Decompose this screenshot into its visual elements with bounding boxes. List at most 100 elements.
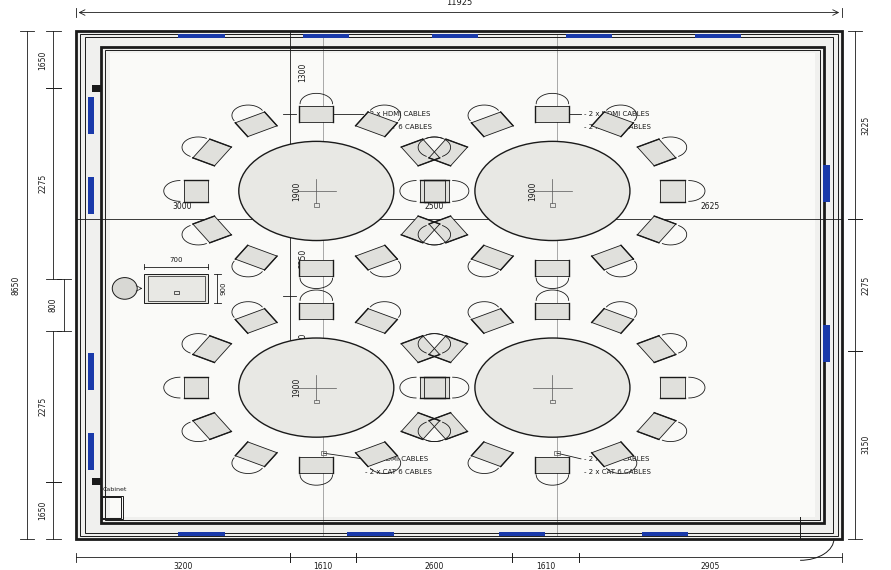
Text: 900: 900 <box>221 282 227 295</box>
Polygon shape <box>637 413 676 439</box>
Bar <box>110 53 815 517</box>
Text: 2600: 2600 <box>425 562 444 570</box>
Polygon shape <box>424 377 449 398</box>
Polygon shape <box>401 413 440 439</box>
Bar <box>642 532 688 536</box>
Text: 1610: 1610 <box>314 562 332 570</box>
Polygon shape <box>192 216 232 243</box>
Polygon shape <box>429 139 468 166</box>
Polygon shape <box>192 336 232 363</box>
Polygon shape <box>471 245 513 270</box>
Polygon shape <box>424 180 449 202</box>
Polygon shape <box>235 308 277 333</box>
Bar <box>76 31 842 539</box>
Text: 2905: 2905 <box>701 562 720 570</box>
Polygon shape <box>429 413 468 439</box>
Bar <box>695 34 741 38</box>
Polygon shape <box>592 245 634 270</box>
Text: 2275: 2275 <box>38 397 47 416</box>
Polygon shape <box>299 303 333 319</box>
Bar <box>178 34 225 38</box>
Text: - 2 xHDMI CABLES: - 2 xHDMI CABLES <box>365 456 429 462</box>
Bar <box>823 325 830 362</box>
Bar <box>432 34 478 38</box>
Polygon shape <box>401 139 440 166</box>
Polygon shape <box>420 377 445 398</box>
Bar <box>823 165 830 202</box>
Polygon shape <box>420 180 445 202</box>
Polygon shape <box>235 442 277 467</box>
Bar <box>314 203 319 207</box>
Text: 1650: 1650 <box>38 500 47 520</box>
Bar <box>80 34 838 536</box>
Ellipse shape <box>239 338 394 437</box>
Polygon shape <box>429 216 468 243</box>
Bar <box>105 50 820 520</box>
Text: Cabinet: Cabinet <box>102 487 127 492</box>
Bar <box>550 203 555 207</box>
Polygon shape <box>471 442 513 467</box>
Bar <box>303 34 349 38</box>
Polygon shape <box>184 180 208 202</box>
Text: 8650: 8650 <box>12 275 20 295</box>
Polygon shape <box>471 112 513 137</box>
Text: 2275: 2275 <box>38 174 47 193</box>
Polygon shape <box>299 106 333 122</box>
Text: - 2 x CAT 6 CABLES: - 2 x CAT 6 CABLES <box>584 124 650 130</box>
Text: 3150: 3150 <box>862 435 871 454</box>
Polygon shape <box>401 216 440 243</box>
Text: 3225: 3225 <box>862 116 871 135</box>
Text: 1300: 1300 <box>298 332 307 352</box>
Text: 1900: 1900 <box>536 202 555 211</box>
Text: - 2 x HDMI CABLES: - 2 x HDMI CABLES <box>584 456 649 462</box>
Bar <box>92 478 102 485</box>
Text: 11925: 11925 <box>446 0 472 7</box>
Polygon shape <box>660 377 685 398</box>
Bar <box>144 274 208 303</box>
Polygon shape <box>401 336 440 363</box>
Bar <box>92 85 102 92</box>
Polygon shape <box>184 377 208 398</box>
Polygon shape <box>356 245 397 270</box>
Polygon shape <box>192 139 232 166</box>
Bar <box>347 532 394 536</box>
Bar <box>550 400 555 404</box>
Bar <box>101 496 123 519</box>
Polygon shape <box>299 260 333 276</box>
Polygon shape <box>192 413 232 439</box>
Bar <box>76 31 842 539</box>
Polygon shape <box>660 180 685 202</box>
Text: 1900: 1900 <box>528 181 537 201</box>
Polygon shape <box>637 139 676 166</box>
Bar <box>85 37 833 533</box>
Bar <box>566 34 612 38</box>
Text: - 2 x HDMI CABLES: - 2 x HDMI CABLES <box>365 111 430 117</box>
Bar <box>102 497 121 518</box>
Text: 2625: 2625 <box>701 202 720 211</box>
Bar <box>88 353 94 390</box>
Bar <box>88 177 94 214</box>
Bar <box>175 291 179 294</box>
Text: 1900: 1900 <box>298 157 307 176</box>
Text: 2250: 2250 <box>298 249 307 267</box>
Ellipse shape <box>239 141 394 241</box>
Polygon shape <box>356 308 397 333</box>
Text: 1900: 1900 <box>314 202 332 211</box>
Text: 800: 800 <box>49 298 58 312</box>
Polygon shape <box>299 457 333 473</box>
Bar <box>321 112 326 116</box>
Polygon shape <box>356 442 397 467</box>
Polygon shape <box>471 308 513 333</box>
Bar <box>499 532 545 536</box>
Polygon shape <box>637 216 676 243</box>
Text: 700: 700 <box>169 257 184 263</box>
Bar <box>314 400 319 404</box>
Bar <box>321 451 326 455</box>
Polygon shape <box>429 336 468 363</box>
Bar <box>88 97 94 134</box>
Text: 3200: 3200 <box>173 562 192 570</box>
Text: 1610: 1610 <box>536 562 555 570</box>
Polygon shape <box>592 442 634 467</box>
Polygon shape <box>592 112 634 137</box>
Bar <box>554 451 560 455</box>
